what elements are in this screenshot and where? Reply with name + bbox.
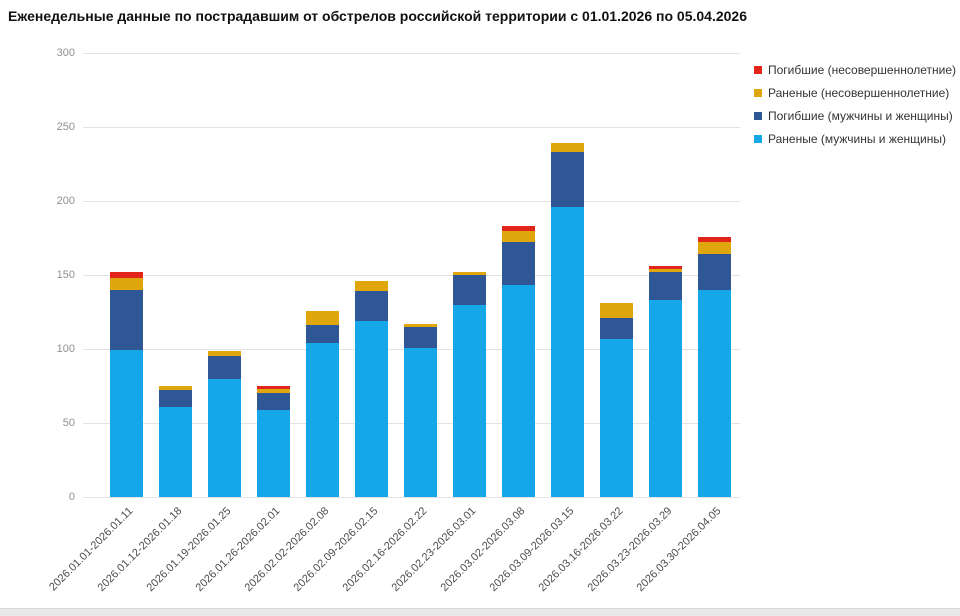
bar-segment[interactable] [649, 300, 682, 497]
bar-segment[interactable] [355, 320, 388, 497]
legend-swatch-icon [754, 134, 762, 143]
x-tick-label: 2026.01.01-2026.01.11 [46, 505, 135, 594]
y-tick-label-0: 0 [68, 491, 75, 503]
bar-segment[interactable] [453, 275, 486, 305]
bar-segment[interactable] [649, 269, 682, 273]
bar-segment[interactable] [502, 230, 535, 243]
bar-segment[interactable] [502, 242, 535, 286]
legend-swatch-icon [754, 88, 762, 97]
bar-segment[interactable] [159, 390, 192, 407]
bar-segment[interactable] [600, 317, 633, 339]
legend-label: Раненые (несовершеннолетние) [768, 85, 950, 100]
plot-area [83, 53, 740, 498]
bar-segment[interactable] [453, 304, 486, 497]
bar-segment[interactable] [649, 266, 682, 270]
bar-segment[interactable] [551, 143, 584, 153]
y-tick-label-200: 200 [56, 195, 75, 207]
bar-segment[interactable] [698, 289, 731, 497]
legend-item-0[interactable]: Погибшие (несовершеннолетние) [754, 62, 956, 77]
bar-segment[interactable] [159, 406, 192, 497]
legend-item-3[interactable]: Раненые (мужчины и женщины) [754, 131, 956, 146]
bar-segment[interactable] [698, 254, 731, 290]
bar-segment[interactable] [110, 350, 143, 497]
bar-segment[interactable] [404, 326, 437, 348]
y-tick-label-50: 50 [62, 417, 75, 429]
bar-segment[interactable] [551, 152, 584, 207]
bar-segment[interactable] [502, 285, 535, 497]
bar-segment[interactable] [208, 350, 241, 357]
bar-segment[interactable] [306, 325, 339, 344]
bar-segment[interactable] [110, 272, 143, 278]
bar-segment[interactable] [600, 303, 633, 318]
bar-segment[interactable] [404, 347, 437, 497]
legend-label: Раненые (мужчины и женщины) [768, 131, 946, 146]
bar-segment[interactable] [551, 206, 584, 497]
bar-segment[interactable] [257, 386, 290, 389]
legend-label: Погибшие (мужчины и женщины) [768, 108, 953, 123]
gridline-y-0 [83, 497, 740, 498]
bottom-strip [0, 608, 960, 616]
legend-item-2[interactable]: Погибшие (мужчины и женщины) [754, 108, 956, 123]
legend-label: Погибшие (несовершеннолетние) [768, 62, 957, 77]
y-tick-label-250: 250 [56, 121, 75, 133]
gridline-y-150 [83, 275, 740, 276]
bar-segment[interactable] [208, 356, 241, 379]
y-tick-label-100: 100 [56, 343, 75, 355]
chart-title: Еженедельные данные по пострадавшим от о… [8, 8, 747, 24]
gridline-y-250 [83, 127, 740, 128]
bar-segment[interactable] [306, 343, 339, 497]
bar-segment[interactable] [110, 289, 143, 351]
bar-segment[interactable] [698, 236, 731, 243]
bar-segment[interactable] [698, 242, 731, 255]
bar-segment[interactable] [306, 310, 339, 326]
bar-segment[interactable] [453, 272, 486, 275]
bar-segment[interactable] [110, 277, 143, 290]
bar-segment[interactable] [649, 272, 682, 301]
legend: Погибшие (несовершеннолетние) Раненые (не… [754, 62, 956, 154]
bar-segment[interactable] [257, 409, 290, 497]
bar-segment[interactable] [600, 338, 633, 497]
y-tick-label-300: 300 [56, 47, 75, 59]
bar-segment[interactable] [404, 323, 437, 327]
bar-segment[interactable] [159, 386, 192, 391]
legend-swatch-icon [754, 111, 762, 120]
bar-segment[interactable] [355, 280, 388, 292]
gridline-y-300 [83, 53, 740, 54]
bar-segment[interactable] [355, 291, 388, 321]
bar-segment[interactable] [257, 393, 290, 410]
bar-segment[interactable] [208, 378, 241, 497]
gridline-y-200 [83, 201, 740, 202]
bar-segment[interactable] [257, 388, 290, 394]
legend-item-1[interactable]: Раненые (несовершеннолетние) [754, 85, 956, 100]
legend-swatch-icon [754, 65, 762, 74]
bar-segment[interactable] [502, 226, 535, 231]
y-tick-label-150: 150 [56, 269, 75, 281]
